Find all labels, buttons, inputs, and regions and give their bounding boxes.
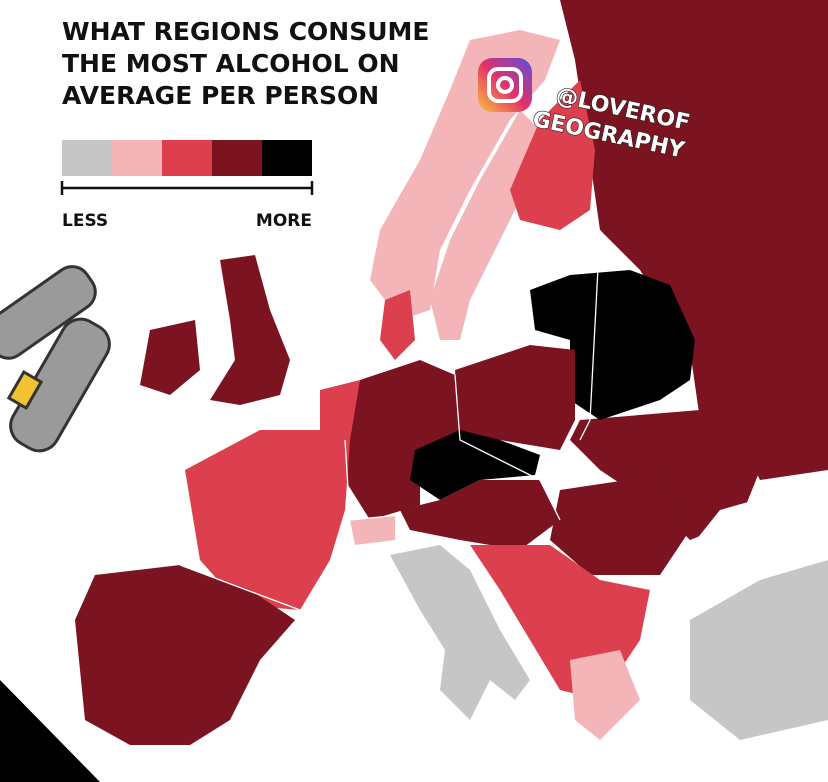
legend: LESS MORE xyxy=(60,140,314,231)
legend-swatch xyxy=(62,140,112,176)
region xyxy=(350,515,395,545)
title-line: AVERAGE PER PERSON xyxy=(62,81,379,110)
legend-high-label: MORE xyxy=(256,211,312,231)
region xyxy=(345,360,460,520)
region xyxy=(400,480,560,550)
region xyxy=(140,320,200,395)
instagram-logo xyxy=(478,58,532,112)
region xyxy=(380,290,415,360)
border xyxy=(344,439,401,521)
legend-swatch xyxy=(262,140,312,176)
title-line: THE MOST ALCOHOL ON xyxy=(62,49,400,78)
europe-map xyxy=(75,0,828,745)
region xyxy=(390,545,530,720)
border xyxy=(454,374,561,521)
region xyxy=(75,565,295,745)
region xyxy=(690,560,828,740)
region xyxy=(455,345,575,450)
legend-swatch xyxy=(162,140,212,176)
region xyxy=(410,430,540,500)
region xyxy=(430,110,540,340)
region xyxy=(185,430,350,610)
legend-swatch xyxy=(212,140,262,176)
region xyxy=(210,255,290,405)
border xyxy=(179,564,301,611)
region xyxy=(560,0,828,480)
region xyxy=(570,650,640,740)
title: WHAT REGIONS CONSUME THE MOST ALCOHOL ON A… xyxy=(62,17,429,110)
sea xyxy=(680,490,800,600)
legend-swatch xyxy=(112,140,162,176)
title-line: WHAT REGIONS CONSUME xyxy=(62,17,429,46)
region xyxy=(510,80,595,230)
border xyxy=(579,229,601,441)
region xyxy=(570,410,760,540)
region xyxy=(320,380,360,440)
legend-low-label: LESS xyxy=(62,211,108,231)
corner-badge xyxy=(0,680,100,782)
region xyxy=(550,475,690,575)
bottles-illustration xyxy=(0,265,111,453)
